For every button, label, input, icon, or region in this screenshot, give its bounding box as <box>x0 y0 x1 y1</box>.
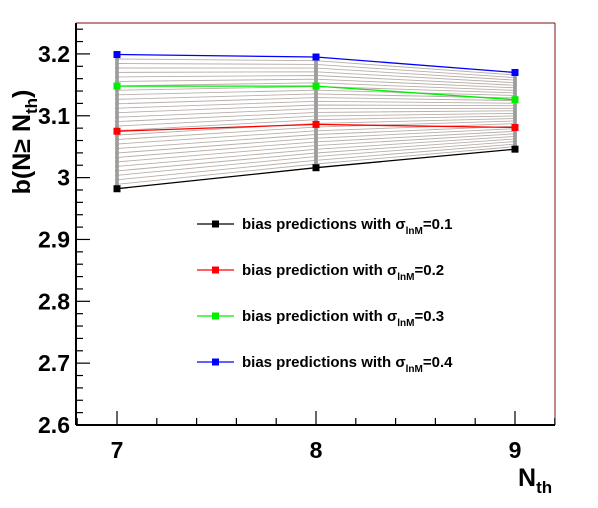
legend: bias predictions with σlnM=0.1 bias predi… <box>197 216 453 375</box>
legend-label: bias prediction with σlnM=0.3 <box>242 308 444 329</box>
series-3-point <box>113 82 121 90</box>
series-4-point <box>113 51 121 59</box>
y-tick-label: 3.1 <box>38 103 70 129</box>
y-tick-label: 2.9 <box>38 226 70 252</box>
x-tick-label: 8 <box>310 437 323 463</box>
series-2-point <box>511 124 519 132</box>
legend-label: bias predictions with σlnM=0.1 <box>242 216 452 237</box>
legend-entry-4: bias predictions with σlnM=0.4 <box>197 354 453 375</box>
axis-titles: Nth b(N≥ Nth) <box>8 90 552 497</box>
y-tick-label: 2.7 <box>38 350 70 376</box>
vertical-bands-layer <box>115 54 517 189</box>
series-4-point <box>312 53 320 61</box>
series-4-point <box>511 68 519 76</box>
series-3-point <box>511 96 519 104</box>
y-axis-title: b(N≥ Nth) <box>8 90 41 195</box>
legend-label: bias predictions with σlnM=0.4 <box>242 354 453 375</box>
x-axis-title: Nth <box>518 464 552 497</box>
legend-marker <box>212 266 219 274</box>
y-tick-label: 3 <box>57 165 70 191</box>
x-tick-label: 7 <box>111 437 124 463</box>
legend-entry-1: bias predictions with σlnM=0.1 <box>197 216 452 237</box>
series-3-point <box>312 82 320 90</box>
series-1-point <box>312 164 320 172</box>
y-tick-label: 2.6 <box>38 412 70 438</box>
series-1-point <box>113 185 121 193</box>
x-tick-label: 9 <box>509 437 522 463</box>
series-layer <box>113 51 519 193</box>
legend-marker <box>212 220 219 228</box>
legend-entry-2: bias prediction with σlnM=0.2 <box>197 262 444 283</box>
series-2-point <box>113 127 121 135</box>
legend-marker <box>212 358 219 366</box>
legend-entry-3: bias prediction with σlnM=0.3 <box>197 308 444 329</box>
legend-marker <box>212 312 219 320</box>
axis-ticks <box>76 28 556 426</box>
y-tick-label: 3.2 <box>38 41 70 67</box>
legend-label: bias prediction with σlnM=0.2 <box>242 262 444 283</box>
y-tick-label: 2.8 <box>38 288 70 314</box>
tick-labels: 2.6 2.7 2.8 2.9 3 3.1 3.2 7 8 9 <box>38 41 521 463</box>
series-1-point <box>511 145 519 153</box>
series-2-point <box>312 120 320 128</box>
